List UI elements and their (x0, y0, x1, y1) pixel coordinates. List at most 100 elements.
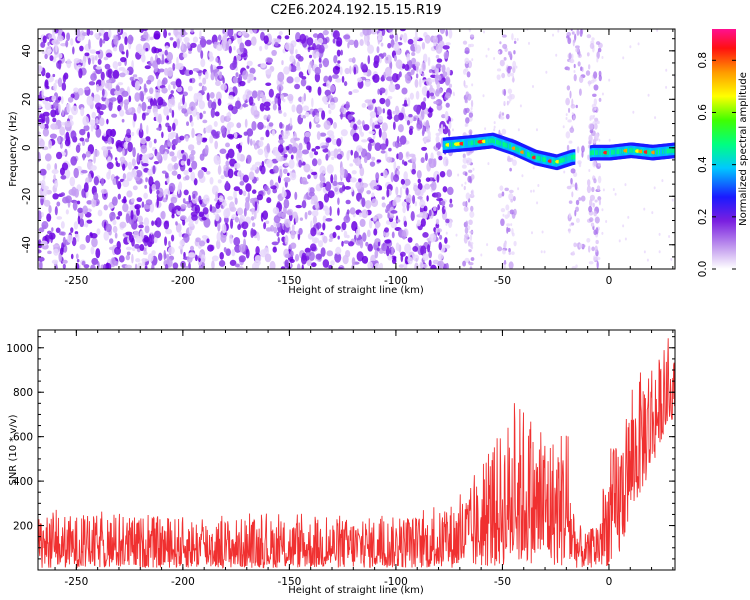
spectrogram-cell (307, 64, 312, 75)
spectrogram-cell (65, 195, 72, 204)
spectrogram-cell (414, 188, 421, 196)
spectrogram-cell (62, 236, 66, 245)
spectrogram-cell (48, 139, 53, 149)
spectrogram-cell (414, 61, 421, 67)
spectrogram-cell (227, 29, 234, 38)
spectrogram-cell (272, 206, 280, 215)
spectrogram-cell (246, 60, 253, 67)
spectrogram-cell (498, 50, 501, 54)
spectrogram-cell (138, 224, 144, 229)
spectrogram-cell (588, 205, 593, 213)
colorbar: 0.00.20.40.60.8 Normalized spectral ampl… (697, 29, 749, 277)
snr-x-label: Height of straight line (km) (288, 585, 424, 596)
spectrogram-cell (375, 213, 383, 219)
spectrogram-cell (575, 206, 579, 212)
spectrogram-cell (501, 128, 507, 135)
spectrogram-cell (278, 31, 283, 36)
spectrogram-cell (445, 262, 449, 269)
spectrogram-cell (359, 166, 365, 177)
spectrogram-cell (312, 215, 318, 225)
spectrogram-cell (585, 70, 591, 76)
spectrogram-cell (408, 128, 413, 136)
spectrogram-cell (465, 117, 470, 124)
spectrogram-cell (171, 122, 176, 132)
spectrogram-cell (66, 32, 71, 41)
spectrogram-cell (366, 229, 371, 238)
spectrogram-cell (199, 153, 205, 161)
spectrogram-cell (121, 51, 125, 55)
spectrogram-cell (183, 170, 189, 176)
spectrogram-cell (303, 163, 311, 173)
spectrogram-cell (388, 29, 393, 33)
spectrogram-cell (183, 189, 189, 196)
spectrogram-cell (420, 218, 426, 227)
spectrogram-cell (149, 36, 155, 41)
spectrogram-cell (470, 189, 475, 197)
spectrogram-cell (406, 201, 410, 212)
spectrogram-cell (141, 163, 149, 167)
spectrogram-cell (504, 187, 509, 192)
spectrogram-cell (589, 117, 592, 121)
x-tick-label: -200 (171, 275, 195, 287)
spectrogram-cell (144, 65, 151, 70)
spectrogram-cell (100, 71, 105, 81)
spectrogram-cell (278, 86, 282, 96)
spectrogram-cell (296, 104, 303, 115)
spectrogram-cell (281, 60, 284, 66)
spectrogram-cell (269, 260, 276, 269)
spectrogram-cell (254, 161, 262, 166)
spectrogram-cell (394, 41, 399, 51)
spectrogram-cell (60, 175, 67, 180)
spectrogram-cell (93, 94, 101, 103)
spectrogram-cell (56, 35, 64, 42)
spectrogram-cell (393, 256, 397, 261)
spectrogram-cell (257, 90, 262, 95)
spectrogram-cell (263, 35, 269, 44)
spectrogram-cell (159, 60, 165, 65)
spectrogram-cell (330, 150, 335, 157)
spectrogram-cell (227, 104, 234, 111)
spectrogram-cell (259, 102, 265, 112)
spectrogram-cell (251, 207, 255, 215)
spectrogram-cell (531, 85, 534, 89)
spectrogram-cell (131, 253, 134, 264)
spectrogram-cell (242, 229, 247, 238)
spectrogram-cell (416, 170, 422, 179)
spectrogram-cell (422, 253, 429, 261)
spectrogram-cell (161, 87, 168, 94)
spectrogram-cell (423, 136, 427, 144)
spectrogram-cell (569, 223, 572, 227)
spectrogram-cell (129, 204, 136, 213)
spectrogram-cell (59, 247, 64, 255)
spectrogram-cell (388, 83, 396, 93)
spectrogram-cell (227, 121, 235, 128)
spectrogram-cell (80, 59, 84, 64)
spectrogram-cell (396, 165, 401, 170)
spectrogram-cell (367, 243, 373, 252)
spectrogram-cell (233, 186, 241, 192)
spectrogram-cell (365, 241, 369, 247)
spectrogram-cell (81, 139, 86, 146)
spectrogram-cell (579, 29, 583, 37)
spectrogram-cell (193, 93, 198, 103)
spectrogram-cell (573, 69, 576, 73)
spectrogram-cell (122, 173, 127, 180)
spectrogram-cell (90, 165, 97, 171)
spectrogram-cell (247, 76, 250, 81)
spectrogram-cell (141, 29, 148, 32)
spectrogram-cell (435, 63, 442, 69)
spectrogram-cell (95, 248, 101, 259)
spectrogram-cell (311, 148, 317, 152)
spectrogram-cell (167, 125, 172, 133)
spectrogram-cell (332, 65, 340, 75)
spectrogram-cell (202, 110, 206, 114)
spectrogram-cell (38, 119, 45, 123)
spectrogram-cell (250, 216, 255, 221)
spectrogram-cell (201, 216, 207, 221)
spectrogram-cell (404, 243, 412, 254)
spectrogram-cell (368, 138, 375, 144)
spectrogram-cell (100, 188, 108, 194)
spectrogram-cell (158, 68, 165, 73)
spectrogram-cell (421, 72, 425, 77)
spectrogram-cell (463, 80, 466, 87)
